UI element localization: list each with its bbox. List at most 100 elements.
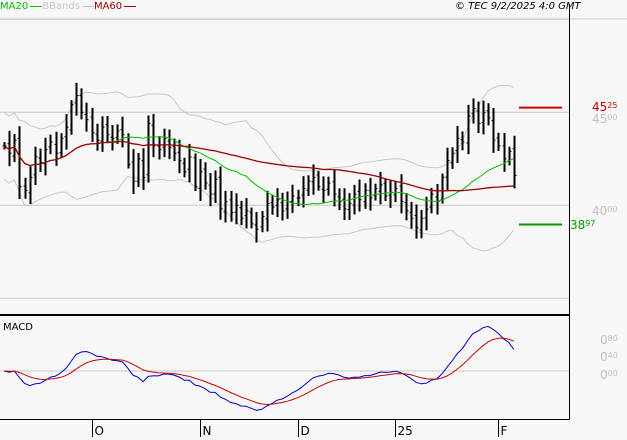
- ohlc-bar: [229, 190, 234, 222]
- ohlc-bar: [326, 176, 331, 196]
- ohlc-bar: [290, 184, 295, 213]
- ohlc-bar: [486, 103, 491, 126]
- ohlc-bar: [69, 100, 74, 135]
- ohlc-bar: [388, 179, 393, 208]
- ohlc-bar: [254, 211, 259, 243]
- ohlc-bar: [213, 170, 218, 203]
- ohlc-bar: [435, 184, 440, 215]
- ohlc-bar: [59, 133, 64, 158]
- ohlc-bar: [43, 137, 48, 176]
- ohlc-bar: [223, 190, 228, 223]
- bollinger-lower-band: [3, 176, 515, 252]
- ohlc-bar: [187, 143, 192, 183]
- ohlc-bar: [311, 164, 316, 195]
- ohlc-bar: [399, 174, 404, 214]
- macd-axis-label-000: 000: [600, 368, 618, 382]
- ohlc-bar: [260, 211, 265, 233]
- month-label: O: [94, 424, 104, 438]
- ohlc-bar: [33, 146, 38, 185]
- price-axis-label-45: 4500: [592, 112, 618, 126]
- ohlc-bar: [445, 147, 450, 191]
- ohlc-bar: [79, 88, 84, 120]
- ohlc-bar: [157, 136, 162, 160]
- ohlc-bar: [136, 153, 141, 188]
- ohlc-bar: [74, 82, 79, 116]
- ohlc-bar: [28, 166, 33, 205]
- macd-title: MACD: [3, 322, 33, 333]
- ohlc-bar: [146, 115, 151, 183]
- ohlc-bar: [481, 100, 486, 135]
- ohlc-bar: [455, 125, 460, 163]
- ohlc-bar: [120, 116, 125, 148]
- ohlc-bar: [38, 148, 43, 172]
- ohlc-bar: [64, 114, 69, 150]
- ohlc-bar: [48, 134, 53, 155]
- legend: MA20 BBands MA60: [0, 1, 137, 12]
- ohlc-bar: [265, 190, 270, 232]
- copyright: © TEC 9/2/2025 4:0 GMT: [455, 1, 581, 12]
- ohlc-bar: [162, 128, 167, 157]
- ohlc-bar: [105, 116, 110, 144]
- ohlc-bar: [141, 148, 146, 190]
- ohlc-bar: [357, 179, 362, 212]
- ohlc-bar: [126, 133, 131, 169]
- ohlc-bar: [270, 195, 275, 215]
- ohlc-bar: [476, 101, 481, 134]
- month-label: F: [500, 424, 508, 438]
- ohlc-bar: [316, 170, 321, 191]
- ohlc-bar: [409, 201, 414, 229]
- ohlc-bar: [301, 176, 306, 208]
- price-axis-label-40: 4000: [592, 204, 618, 218]
- ohlc-bar: [512, 135, 517, 189]
- ohlc-bar: [450, 147, 455, 169]
- ohlc-bar: [383, 178, 388, 201]
- ohlc-bar: [373, 183, 378, 201]
- ohlc-bar: [280, 192, 285, 221]
- ohlc-bar: [193, 153, 198, 192]
- resistance-label: 4525: [592, 100, 618, 114]
- ohlc-bar: [368, 177, 373, 211]
- ohlc-bar: [306, 175, 311, 197]
- legend-ma60: MA60: [94, 1, 137, 12]
- ohlc-bar: [239, 200, 244, 226]
- ohlc-bar: [54, 131, 59, 166]
- ohlc-bar: [182, 157, 187, 178]
- ohlc-bar: [352, 184, 357, 215]
- macd-axis-label-080: 080: [600, 333, 618, 347]
- ohlc-bar: [249, 207, 254, 229]
- ohlc-bar: [337, 188, 342, 211]
- legend-bbands: BBands: [42, 1, 94, 12]
- ohlc-bar: [172, 138, 177, 161]
- ohlc-bar: [404, 193, 409, 221]
- ohlc-bar: [208, 173, 213, 207]
- macd-line: [3, 325, 515, 411]
- ohlc-bar: [84, 102, 89, 132]
- ohlc-bar: [100, 116, 105, 152]
- month-label: D: [300, 424, 310, 438]
- ohlc-bar: [90, 107, 95, 142]
- ohlc-bar: [460, 131, 465, 151]
- ma60-line: [3, 140, 514, 192]
- ohlc-bar: [342, 188, 347, 221]
- ohlc-bar: [23, 177, 28, 199]
- ohlc-bar: [131, 149, 136, 195]
- ohlc-bar: [347, 193, 352, 220]
- ohlc-bar: [393, 181, 398, 203]
- ohlc-bar: [414, 204, 419, 239]
- bollinger-upper-band: [3, 84, 515, 172]
- ohlc-bar: [502, 132, 507, 172]
- ohlc-bar: [234, 193, 239, 225]
- ohlc-bar: [471, 98, 476, 124]
- ohlc-bar: [17, 126, 22, 200]
- ohlc-bar: [244, 198, 249, 229]
- month-label: N: [202, 424, 212, 438]
- ohlc-bar: [466, 104, 471, 155]
- ohlc-bar: [275, 188, 280, 218]
- ohlc-bar: [218, 166, 223, 220]
- macd-axis-label-040: 040: [600, 350, 618, 364]
- ohlc-bar: [95, 123, 100, 151]
- ohlc-bar: [507, 146, 512, 166]
- ohlc-bar: [203, 162, 208, 190]
- ohlc-bar: [151, 113, 156, 158]
